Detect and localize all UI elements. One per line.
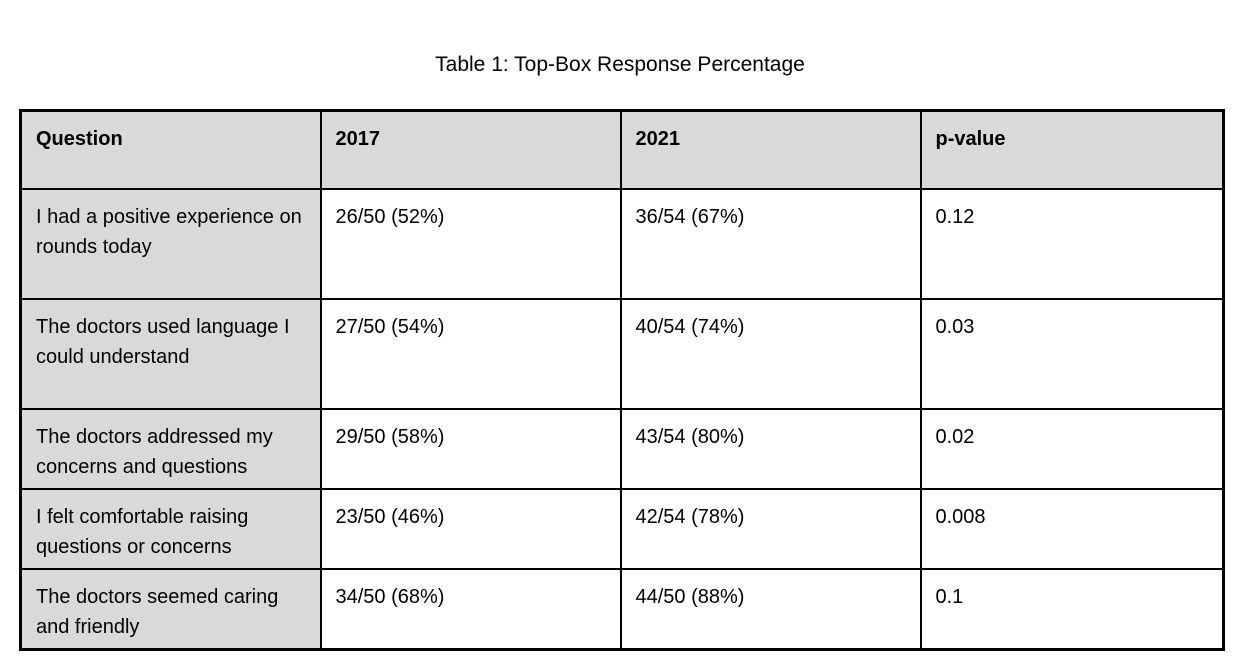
response-table: Question 2017 2021 p-value I had a posit…: [19, 109, 1225, 651]
p-value-cell: 0.1: [919, 568, 1225, 651]
value-2017-cell: 27/50 (54%): [319, 298, 622, 410]
header-question: Question: [19, 109, 322, 190]
value-2017-cell: 26/50 (52%): [319, 188, 622, 300]
table-row: The doctors addressed my concerns and qu…: [19, 408, 1225, 490]
p-value-cell: 0.008: [919, 488, 1225, 570]
p-value-cell: 0.03: [919, 298, 1225, 410]
table-row: The doctors used language I could unders…: [19, 298, 1225, 410]
table-row: I felt comfortable raising questions or …: [19, 488, 1225, 570]
p-value-cell: 0.12: [919, 188, 1225, 300]
question-cell: The doctors used language I could unders…: [19, 298, 322, 410]
value-2017-cell: 34/50 (68%): [319, 568, 622, 651]
value-2017-cell: 29/50 (58%): [319, 408, 622, 490]
value-2021-cell: 36/54 (67%): [619, 188, 922, 300]
value-2017-cell: 23/50 (46%): [319, 488, 622, 570]
question-cell: I felt comfortable raising questions or …: [19, 488, 322, 570]
question-cell: The doctors seemed caring and friendly: [19, 568, 322, 651]
value-2021-cell: 44/50 (88%): [619, 568, 922, 651]
table-row: The doctors seemed caring and friendly 3…: [19, 568, 1225, 651]
table-row: I had a positive experience on rounds to…: [19, 188, 1225, 300]
question-cell: I had a positive experience on rounds to…: [19, 188, 322, 300]
value-2021-cell: 40/54 (74%): [619, 298, 922, 410]
header-2021: 2021: [619, 109, 922, 190]
table-caption: Table 1: Top-Box Response Percentage: [435, 53, 805, 76]
header-p-value: p-value: [919, 109, 1225, 190]
value-2021-cell: 42/54 (78%): [619, 488, 922, 570]
question-cell: The doctors addressed my concerns and qu…: [19, 408, 322, 490]
p-value-cell: 0.02: [919, 408, 1225, 490]
value-2021-cell: 43/54 (80%): [619, 408, 922, 490]
header-2017: 2017: [319, 109, 622, 190]
header-row: Question 2017 2021 p-value: [19, 109, 1225, 190]
